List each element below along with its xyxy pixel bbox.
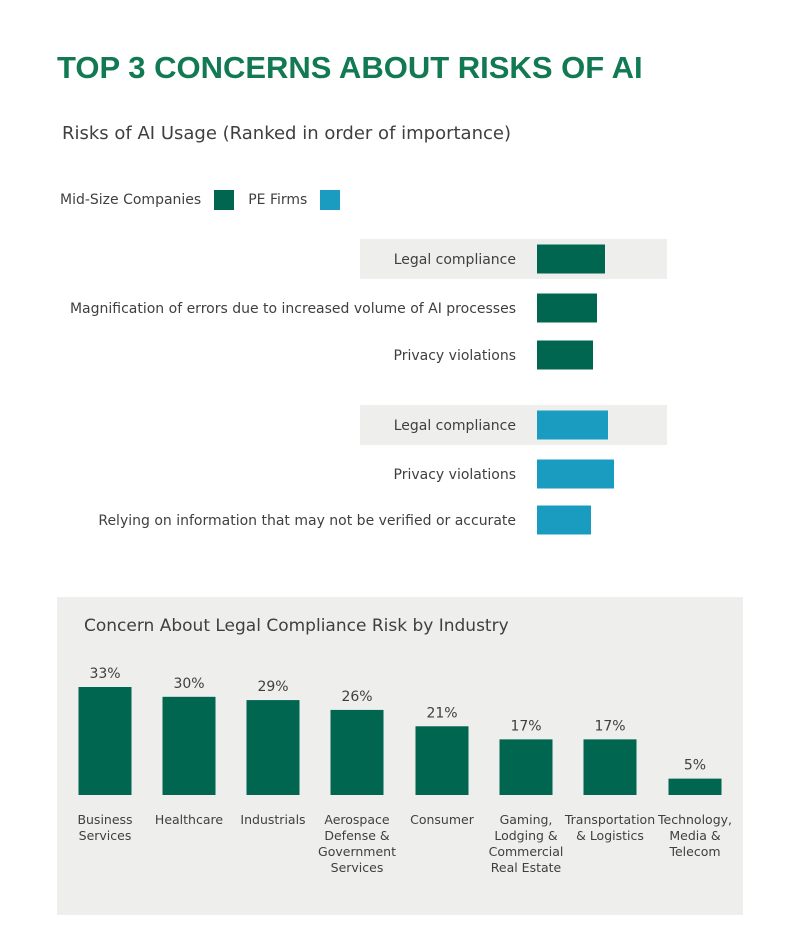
page-title: TOP 3 CONCERNS ABOUT RISKS OF AI bbox=[57, 50, 643, 85]
industry-value-label-4: 26% bbox=[341, 689, 372, 705]
risk-label-mid-size-companies-3: Privacy violations bbox=[394, 348, 516, 364]
legend-label-pe-firms: PE Firms bbox=[248, 192, 308, 208]
legend-label-mid-size: Mid-Size Companies bbox=[60, 192, 202, 208]
risk-bar-pe-firms-1 bbox=[537, 410, 608, 440]
industry-value-label-1: 33% bbox=[89, 666, 120, 682]
risk-bar-pe-firms-3 bbox=[537, 505, 591, 535]
risk-label-mid-size-companies-2: Magnification of errors due to increased… bbox=[70, 301, 516, 317]
risk-bar-mid-size-companies-2 bbox=[537, 293, 597, 323]
legend-swatch-pe-firms bbox=[320, 190, 341, 210]
risk-ranking-chart: Legal compliance Magnification of errors … bbox=[70, 239, 667, 535]
industry-category-label-1: Business Services bbox=[77, 812, 132, 843]
industry-bar-4 bbox=[330, 709, 384, 795]
industry-bar-5 bbox=[415, 726, 469, 795]
industry-value-label-6: 17% bbox=[510, 718, 541, 734]
industry-category-label-5: Consumer bbox=[410, 812, 475, 827]
industry-category-label-3: Industrials bbox=[240, 812, 305, 827]
industry-bar-2 bbox=[162, 696, 216, 795]
risk-bar-mid-size-companies-3 bbox=[537, 340, 593, 370]
risk-bar-mid-size-companies-1 bbox=[537, 244, 605, 274]
industry-value-label-8: 5% bbox=[684, 758, 706, 774]
industry-bar-3 bbox=[246, 700, 300, 795]
industry-chart: 33% Business Services 30% Healthcare 29% Indus… bbox=[77, 666, 732, 875]
industry-value-label-5: 21% bbox=[426, 705, 457, 721]
industry-bar-7 bbox=[583, 739, 637, 795]
industry-value-label-2: 30% bbox=[173, 676, 204, 692]
industry-bar-8 bbox=[668, 778, 722, 795]
industry-category-label-2: Healthcare bbox=[155, 812, 223, 827]
chart-subtitle: Risks of AI Usage (Ranked in order of im… bbox=[62, 123, 511, 144]
industry-bar-1 bbox=[78, 687, 132, 795]
risk-bar-pe-firms-2 bbox=[537, 459, 614, 489]
industry-value-label-7: 17% bbox=[594, 718, 625, 734]
risk-label-pe-firms-3: Relying on information that may not be v… bbox=[98, 513, 516, 529]
legend: Mid-Size Companies PE Firms bbox=[60, 190, 354, 210]
industry-category-label-6: Gaming, Lodging & Commercial Real Estate bbox=[489, 812, 564, 875]
industry-category-label-4: Aerospace Defense & Government Services bbox=[318, 812, 396, 875]
industry-category-label-8: Technology, Media & Telecom bbox=[657, 812, 732, 859]
risk-label-mid-size-companies-1: Legal compliance bbox=[394, 252, 516, 268]
industry-category-label-7: Transportation & Logistics bbox=[564, 812, 655, 843]
industry-chart-title: Concern About Legal Compliance Risk by I… bbox=[84, 616, 509, 636]
legend-swatch-mid-size bbox=[214, 190, 235, 210]
highlight-row-pe-firms bbox=[360, 405, 667, 445]
highlight-row-mid-size-companies bbox=[360, 239, 667, 279]
risk-label-pe-firms-2: Privacy violations bbox=[394, 467, 516, 483]
risk-label-pe-firms-1: Legal compliance bbox=[394, 418, 516, 434]
industry-value-label-3: 29% bbox=[257, 679, 288, 695]
industry-bar-6 bbox=[499, 739, 553, 795]
